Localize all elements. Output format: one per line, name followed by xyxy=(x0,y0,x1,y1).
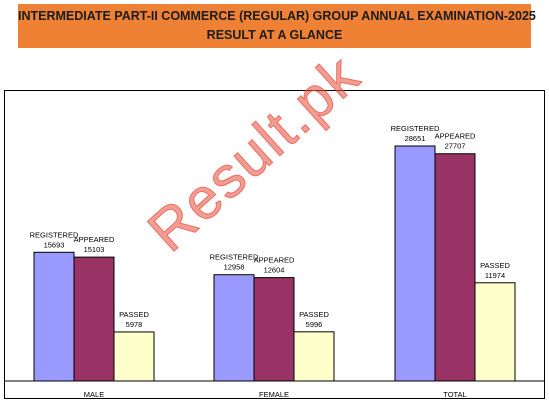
data-label-name-registered-male: REGISTERED xyxy=(30,230,79,239)
data-label-value-passed-total: 11974 xyxy=(485,271,505,280)
data-label-value-passed-female: 5996 xyxy=(306,320,323,329)
bar-appeared-total xyxy=(434,153,476,382)
data-label-name-appeared-female: APPEARED xyxy=(254,256,295,265)
data-label-name-passed-total: PASSED xyxy=(480,261,510,270)
bar-passed-total xyxy=(474,282,516,382)
data-label-name-passed-female: PASSED xyxy=(299,310,329,319)
data-label-name-appeared-total: APPEARED xyxy=(435,132,476,141)
x-tick-label-male: MALE xyxy=(84,390,104,399)
bar-appeared-male xyxy=(73,256,115,382)
data-label-value-appeared-total: 27707 xyxy=(445,142,466,151)
banner-title-line2: RESULT AT A GLANCE xyxy=(206,28,343,42)
x-tick-label-total: TOTAL xyxy=(443,390,466,399)
title-banner: INTERMEDIATE PART-II COMMERCE (REGULAR) … xyxy=(18,4,536,48)
data-label-value-registered-male: 15693 xyxy=(44,240,65,249)
data-label-name-passed-male: PASSED xyxy=(119,310,149,319)
bar-registered-female xyxy=(213,274,255,382)
bar-passed-male xyxy=(113,331,155,382)
banner-title-line1: INTERMEDIATE PART-II COMMERCE (REGULAR) … xyxy=(18,9,536,23)
bar-passed-female xyxy=(293,331,335,382)
data-label-value-registered-total: 28651 xyxy=(405,134,426,143)
bar-registered-male xyxy=(33,251,75,382)
data-label-name-appeared-male: APPEARED xyxy=(74,235,115,244)
data-label-name-registered-total: REGISTERED xyxy=(391,124,440,133)
data-label-value-appeared-male: 15103 xyxy=(84,245,105,254)
bar-appeared-female xyxy=(253,277,295,382)
data-label-value-registered-female: 12958 xyxy=(224,263,245,272)
x-tick-label-female: FEMALE xyxy=(259,390,289,399)
data-label-value-appeared-female: 12604 xyxy=(264,266,285,275)
data-label-value-passed-male: 5978 xyxy=(126,320,143,329)
bar-registered-total xyxy=(394,145,436,382)
data-label-name-registered-female: REGISTERED xyxy=(210,253,259,262)
